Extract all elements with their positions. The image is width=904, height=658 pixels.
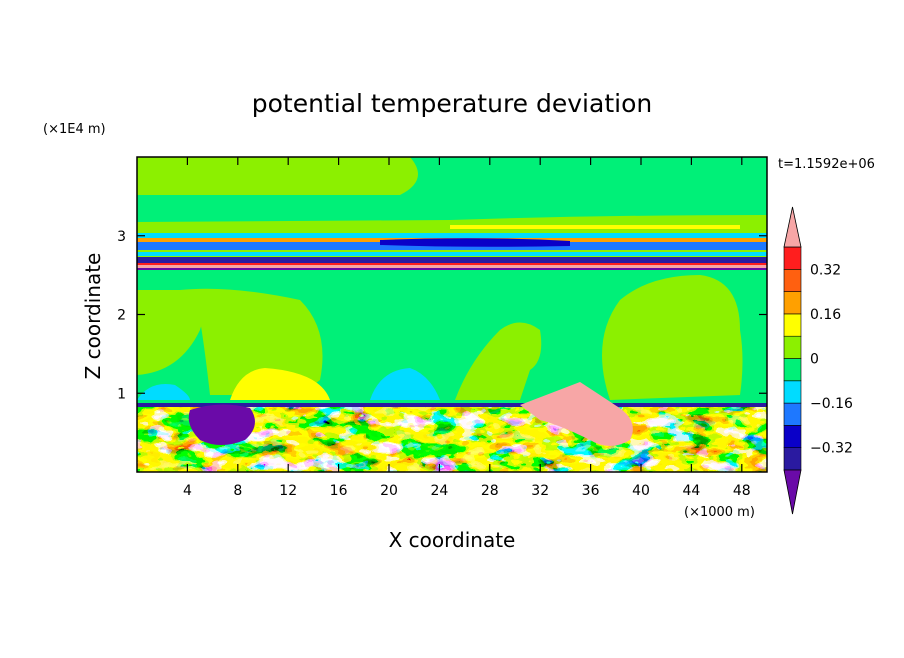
band-darkblue [380, 238, 570, 247]
x-tick-label: 32 [531, 483, 549, 499]
band-purple [137, 257, 767, 264]
colorbar-lower-extension [783, 469, 802, 515]
colorbar-segment [783, 313, 802, 337]
band-pink [137, 265, 767, 269]
x-tick-label: 48 [733, 483, 751, 499]
field-cyan-patch-1 [137, 384, 190, 400]
colorbar-segment [783, 291, 802, 315]
x-tick-label: 36 [582, 483, 600, 499]
colorbar-segment [783, 380, 802, 404]
field-zero-region-top [137, 157, 767, 222]
x-tick-label: 20 [380, 483, 398, 499]
colorbar-label: 0.16 [810, 307, 841, 323]
field-yellow-patch [230, 368, 330, 400]
colorbar-label: 0.32 [810, 262, 841, 278]
colorbar-segment [783, 425, 802, 448]
x-axis-label: X coordinate [389, 528, 516, 552]
band-cyan-2 [137, 252, 767, 256]
x-ticks: 4 8 12 16 20 24 28 32 36 40 44 48 [183, 157, 751, 499]
field-lightgreen-plume-3 [602, 275, 743, 400]
y-tick-label: 2 [117, 308, 126, 324]
y-tick-label: 3 [117, 229, 126, 245]
field-lightgreen-plume-1 [180, 288, 323, 395]
colorbar-label: −0.16 [810, 396, 853, 412]
band-red [137, 263, 767, 266]
y-axis-label: Z coordinate [81, 253, 105, 380]
colorbar-segment [783, 335, 802, 359]
y-units-label: (×1E4 m) [43, 122, 106, 137]
colorbar-segment [783, 358, 802, 382]
band-yellow [450, 225, 740, 229]
x-tick-label: 4 [183, 483, 192, 499]
field-lightgreen-plume-2 [455, 322, 542, 400]
colorbar-segment [783, 268, 802, 292]
y-tick-label: 1 [117, 386, 126, 402]
field-purple-blob [188, 404, 255, 445]
x-tick-label: 28 [481, 483, 499, 499]
colorbar-label: −0.32 [810, 441, 853, 457]
colorbar-label: 0 [810, 352, 819, 368]
x-tick-label: 12 [279, 483, 297, 499]
x-units-label: (×1000 m) [684, 505, 755, 520]
colorbar-segment [783, 447, 802, 471]
colorbar-segment [783, 402, 802, 426]
field-pink-plume [520, 382, 633, 446]
plot-area [137, 157, 767, 472]
time-label: t=1.1592e+06 [778, 157, 875, 172]
colorbar: 0.32 0.16 0 −0.16 −0.32 [783, 206, 853, 515]
band-violet [137, 268, 767, 270]
x-tick-label: 40 [632, 483, 650, 499]
x-tick-label: 16 [330, 483, 348, 499]
colorbar-segment [783, 246, 802, 270]
boundary-layer-top [137, 403, 767, 407]
x-tick-label: 44 [682, 483, 700, 499]
x-tick-label: 8 [233, 483, 242, 499]
chart-title: potential temperature deviation [252, 89, 652, 118]
x-tick-label: 24 [430, 483, 448, 499]
y-ticks: 1 2 3 [117, 229, 767, 402]
field-cyan-patch-2 [370, 368, 440, 400]
colorbar-upper-extension [783, 206, 802, 248]
band-cyan [137, 233, 767, 239]
